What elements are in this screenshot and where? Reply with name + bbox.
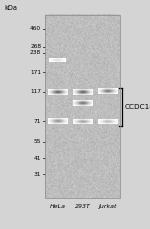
Text: 171: 171 (30, 70, 41, 75)
Text: 71: 71 (34, 119, 41, 124)
Bar (45, 15, 120, 198)
Text: Jurkat: Jurkat (98, 204, 117, 209)
Text: 268: 268 (30, 44, 41, 49)
Text: 31: 31 (34, 172, 41, 177)
Text: 293T: 293T (75, 204, 90, 209)
Text: 460: 460 (30, 26, 41, 31)
Text: 55: 55 (34, 139, 41, 144)
Text: HeLa: HeLa (50, 204, 66, 209)
Text: CCDC186: CCDC186 (125, 104, 150, 110)
Bar (45, 15, 120, 198)
Text: 238: 238 (30, 50, 41, 55)
Text: kDa: kDa (4, 5, 18, 11)
Text: 41: 41 (34, 155, 41, 161)
Text: 117: 117 (30, 89, 41, 94)
